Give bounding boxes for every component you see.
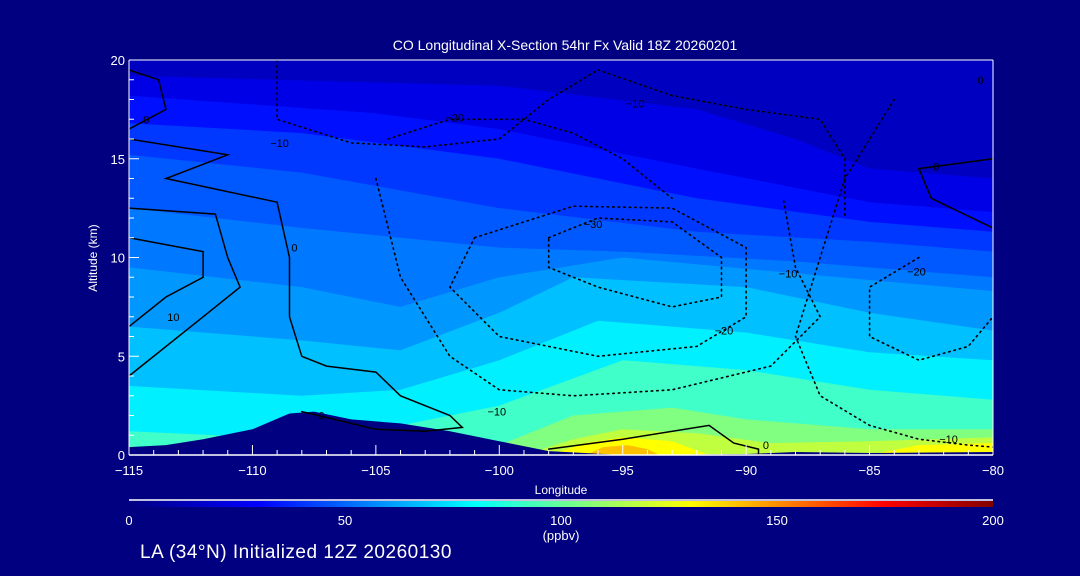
contour-line-neg20	[868, 256, 993, 362]
contour-label: −10	[270, 138, 289, 150]
co-field: 0 −10 −20 −10 0 0 −30 0 10 −10 −20 −20 0 −10 0 −10	[129, 60, 993, 455]
colorbar-tick-label: 0	[125, 513, 132, 528]
contour-label: 0	[933, 162, 939, 174]
contour-line-neg10	[794, 98, 993, 448]
contour-label: 0	[763, 440, 769, 452]
contour-line-10	[129, 207, 242, 377]
contour-label: −10	[939, 434, 958, 446]
x-tick-label: −100	[485, 463, 514, 478]
contour-label: −30	[584, 219, 603, 231]
y-tick-label: 15	[111, 152, 125, 167]
x-tick-label: −90	[735, 463, 757, 478]
x-tick-label: −105	[361, 463, 390, 478]
co-level-band-10	[129, 429, 993, 455]
contour-line-0	[129, 138, 464, 433]
contour-line-0	[917, 158, 993, 229]
x-tick-label: −115	[115, 463, 143, 478]
y-tick-label: 10	[111, 251, 125, 266]
contour-label: −20	[907, 266, 926, 278]
contour-line-neg10	[276, 60, 599, 148]
contour-label: −10	[626, 98, 645, 110]
x-tick-label: −85	[859, 463, 881, 478]
colorbar-tick-label: 100	[550, 513, 572, 528]
contour-label: 10	[167, 312, 179, 324]
contour-line-10	[129, 236, 204, 328]
contour-line-neg20	[387, 118, 673, 200]
y-tick-label: 0	[118, 448, 125, 463]
x-axis-label: Longitude	[535, 483, 588, 497]
contour-line-0	[547, 424, 760, 455]
contour-label: 0	[291, 243, 297, 255]
colorbar-label: (ppbv)	[543, 528, 580, 543]
contour-line-neg30	[547, 217, 723, 308]
contour-line-neg10	[375, 177, 822, 397]
contour-label: 0	[978, 75, 984, 87]
colorbar-tick-label: 50	[338, 513, 352, 528]
y-tick-label: 20	[111, 53, 125, 68]
contour-label: −10	[487, 407, 506, 419]
contour-line-0	[129, 69, 167, 130]
colorbar-tick-label: 150	[766, 513, 788, 528]
contour-label: −20	[715, 326, 734, 338]
colorbar-tick-label: 200	[982, 513, 1004, 528]
contour-line-neg20	[448, 205, 747, 358]
footer-init-label: LA (34°N) Initialized 12Z 20260130	[140, 542, 452, 563]
y-tick-label: 5	[118, 349, 125, 364]
x-tick-label: −95	[612, 463, 634, 478]
contour-label: −10	[779, 268, 798, 280]
x-tick-label: −110	[238, 463, 266, 478]
colorbar	[129, 501, 993, 507]
x-tick-label: −80	[982, 463, 1004, 478]
contour-line-neg10	[597, 69, 846, 219]
contour-label: 0	[318, 411, 324, 423]
colorbar-ticks: 0 50 100 150 200	[125, 513, 1003, 528]
chart-title: CO Longitudinal X-Section 54hr Fx Valid …	[393, 37, 738, 53]
contour-label: −20	[446, 112, 465, 124]
y-axis-label: Altitude (km)	[86, 224, 100, 291]
contour-label: 0	[143, 114, 149, 126]
